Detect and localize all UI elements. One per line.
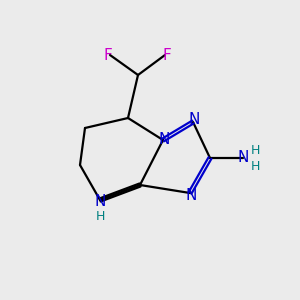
Text: N: N	[158, 133, 170, 148]
Text: H: H	[250, 160, 260, 172]
Text: N: N	[237, 151, 249, 166]
Text: N: N	[188, 112, 200, 128]
Text: H: H	[95, 209, 105, 223]
Text: N: N	[94, 194, 106, 209]
Text: F: F	[163, 47, 171, 62]
Text: H: H	[250, 143, 260, 157]
Text: N: N	[185, 188, 197, 202]
Text: F: F	[103, 47, 112, 62]
